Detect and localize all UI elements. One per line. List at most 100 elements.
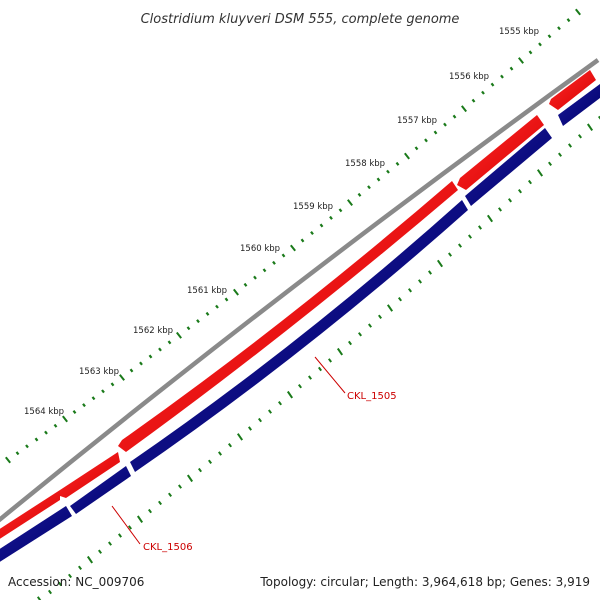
scale-minor-dot (110, 382, 115, 387)
outer-major-tick (386, 304, 394, 312)
scale-minor-dot (158, 347, 162, 352)
scale-minor-dot (224, 297, 229, 302)
outer-minor-tick (397, 297, 403, 302)
gene-fwd-topright[interactable] (549, 70, 596, 110)
outer-minor-tick (297, 384, 303, 389)
scale-label-1557: 1557 kbp (397, 116, 437, 126)
scale-minor-dot (566, 18, 571, 23)
scale-minor-dot (300, 238, 305, 243)
scale-major-tick (119, 374, 125, 381)
outer-minor-tick (118, 533, 122, 538)
scale-minor-dot (547, 34, 552, 39)
outer-minor-tick (48, 589, 52, 595)
outer-minor-tick (507, 198, 513, 203)
outer-major-tick (286, 390, 294, 399)
scale-minor-dot (262, 268, 267, 273)
scale-label-1556: 1556 kbp (449, 72, 489, 82)
scale-major-tick (404, 152, 410, 160)
gene-rev-topright[interactable] (558, 84, 600, 126)
outer-minor-tick (148, 508, 152, 514)
scale-minor-dot (414, 146, 419, 151)
scale-minor-dot (538, 42, 542, 47)
scale-minor-dot (528, 50, 533, 55)
outer-minor-tick (497, 207, 503, 212)
outer-major-tick (236, 433, 244, 441)
outer-minor-tick (417, 279, 423, 284)
scale-minor-dot (557, 26, 561, 31)
scale-minor-dot (376, 177, 381, 182)
callout-line-ckl-1506 (111, 505, 141, 545)
outer-minor-tick (108, 541, 112, 546)
outer-minor-tick (377, 314, 383, 319)
scale-major-tick (461, 105, 467, 113)
scale-minor-dot (424, 138, 428, 143)
scale-minor-dot (129, 368, 134, 373)
scale-minor-dot (91, 396, 96, 401)
scale-major-tick (347, 199, 353, 207)
scale-minor-dot (196, 319, 200, 324)
scale-minor-dot (215, 304, 219, 309)
scale-minor-dot (490, 82, 495, 87)
outer-major-tick (136, 515, 144, 523)
outer-minor-tick (168, 492, 172, 497)
scale-minor-dot (367, 185, 371, 190)
outer-minor-tick (98, 549, 102, 554)
scale-minor-dot (329, 215, 333, 220)
scale-minor-dot (253, 275, 257, 280)
scale-major-tick (233, 288, 239, 296)
forward-strand-genes (0, 70, 596, 540)
gene-ckl-1505-fwd[interactable] (118, 181, 458, 452)
scale-minor-dot (101, 389, 105, 394)
scale-minor-dot (186, 326, 191, 331)
scale-labels: 1555 kbp 1556 kbp 1557 kbp 1558 kbp 1559… (24, 27, 539, 417)
gene-ckl-1505[interactable] (130, 200, 468, 472)
outer-minor-tick (357, 332, 363, 337)
scale-minor-dot (281, 253, 286, 258)
outer-minor-tick (467, 234, 473, 239)
outer-minor-tick (447, 252, 453, 257)
gene-label-ckl-1506[interactable]: CKL_1506 (143, 542, 193, 553)
gene-ckl-1506-fwd[interactable] (0, 490, 60, 540)
outer-minor-tick (547, 161, 553, 166)
callout-line-ckl-1505 (314, 356, 346, 394)
outer-minor-tick (557, 152, 563, 157)
scale-minor-dot (82, 403, 86, 408)
outer-minor-tick (57, 581, 63, 587)
outer-minor-tick (597, 115, 600, 120)
scale-label-1564: 1564 kbp (24, 407, 64, 417)
scale-minor-dot (167, 340, 172, 345)
scale-minor-dot (44, 430, 48, 435)
scale-label-1562: 1562 kbp (133, 326, 173, 336)
outer-major-tick (536, 169, 544, 177)
genome-stats-text: Topology: circular; Length: 3,964,618 bp… (259, 575, 590, 589)
outer-minor-tick (317, 366, 323, 372)
reverse-strand-genes (0, 84, 600, 563)
scale-major-tick (5, 456, 11, 464)
outer-major-tick (86, 555, 94, 564)
gene-rev-small[interactable] (70, 466, 131, 514)
genome-backbone (0, 58, 600, 523)
scale-minor-dot (205, 311, 210, 316)
outer-minor-tick (327, 358, 333, 363)
scale-minor-dot (310, 231, 314, 235)
scale-minor-dot (139, 361, 143, 366)
gene-ckl-1506[interactable] (0, 506, 72, 563)
gene-fwd-small[interactable] (60, 452, 120, 498)
scale-minor-dot (357, 192, 362, 197)
gene-label-ckl-1505[interactable]: CKL_1505 (347, 391, 397, 402)
scale-minor-dot (471, 98, 476, 103)
scale-minor-dot (53, 423, 58, 428)
gene-fwd-upper[interactable] (457, 115, 544, 190)
scale-major-tick (518, 57, 524, 64)
scale-label-1555: 1555 kbp (499, 27, 539, 37)
outer-minor-tick (158, 500, 162, 506)
gene-rev-upper[interactable] (465, 128, 552, 206)
outer-minor-tick (277, 401, 283, 406)
outer-minor-tick (128, 525, 132, 530)
scale-minor-dot (338, 208, 343, 213)
scale-label-1560: 1560 kbp (240, 244, 280, 254)
scale-label-1558: 1558 kbp (345, 159, 385, 169)
outer-minor-tick (527, 179, 533, 185)
outer-minor-tick (427, 270, 433, 275)
scale-minor-dot (443, 122, 447, 127)
